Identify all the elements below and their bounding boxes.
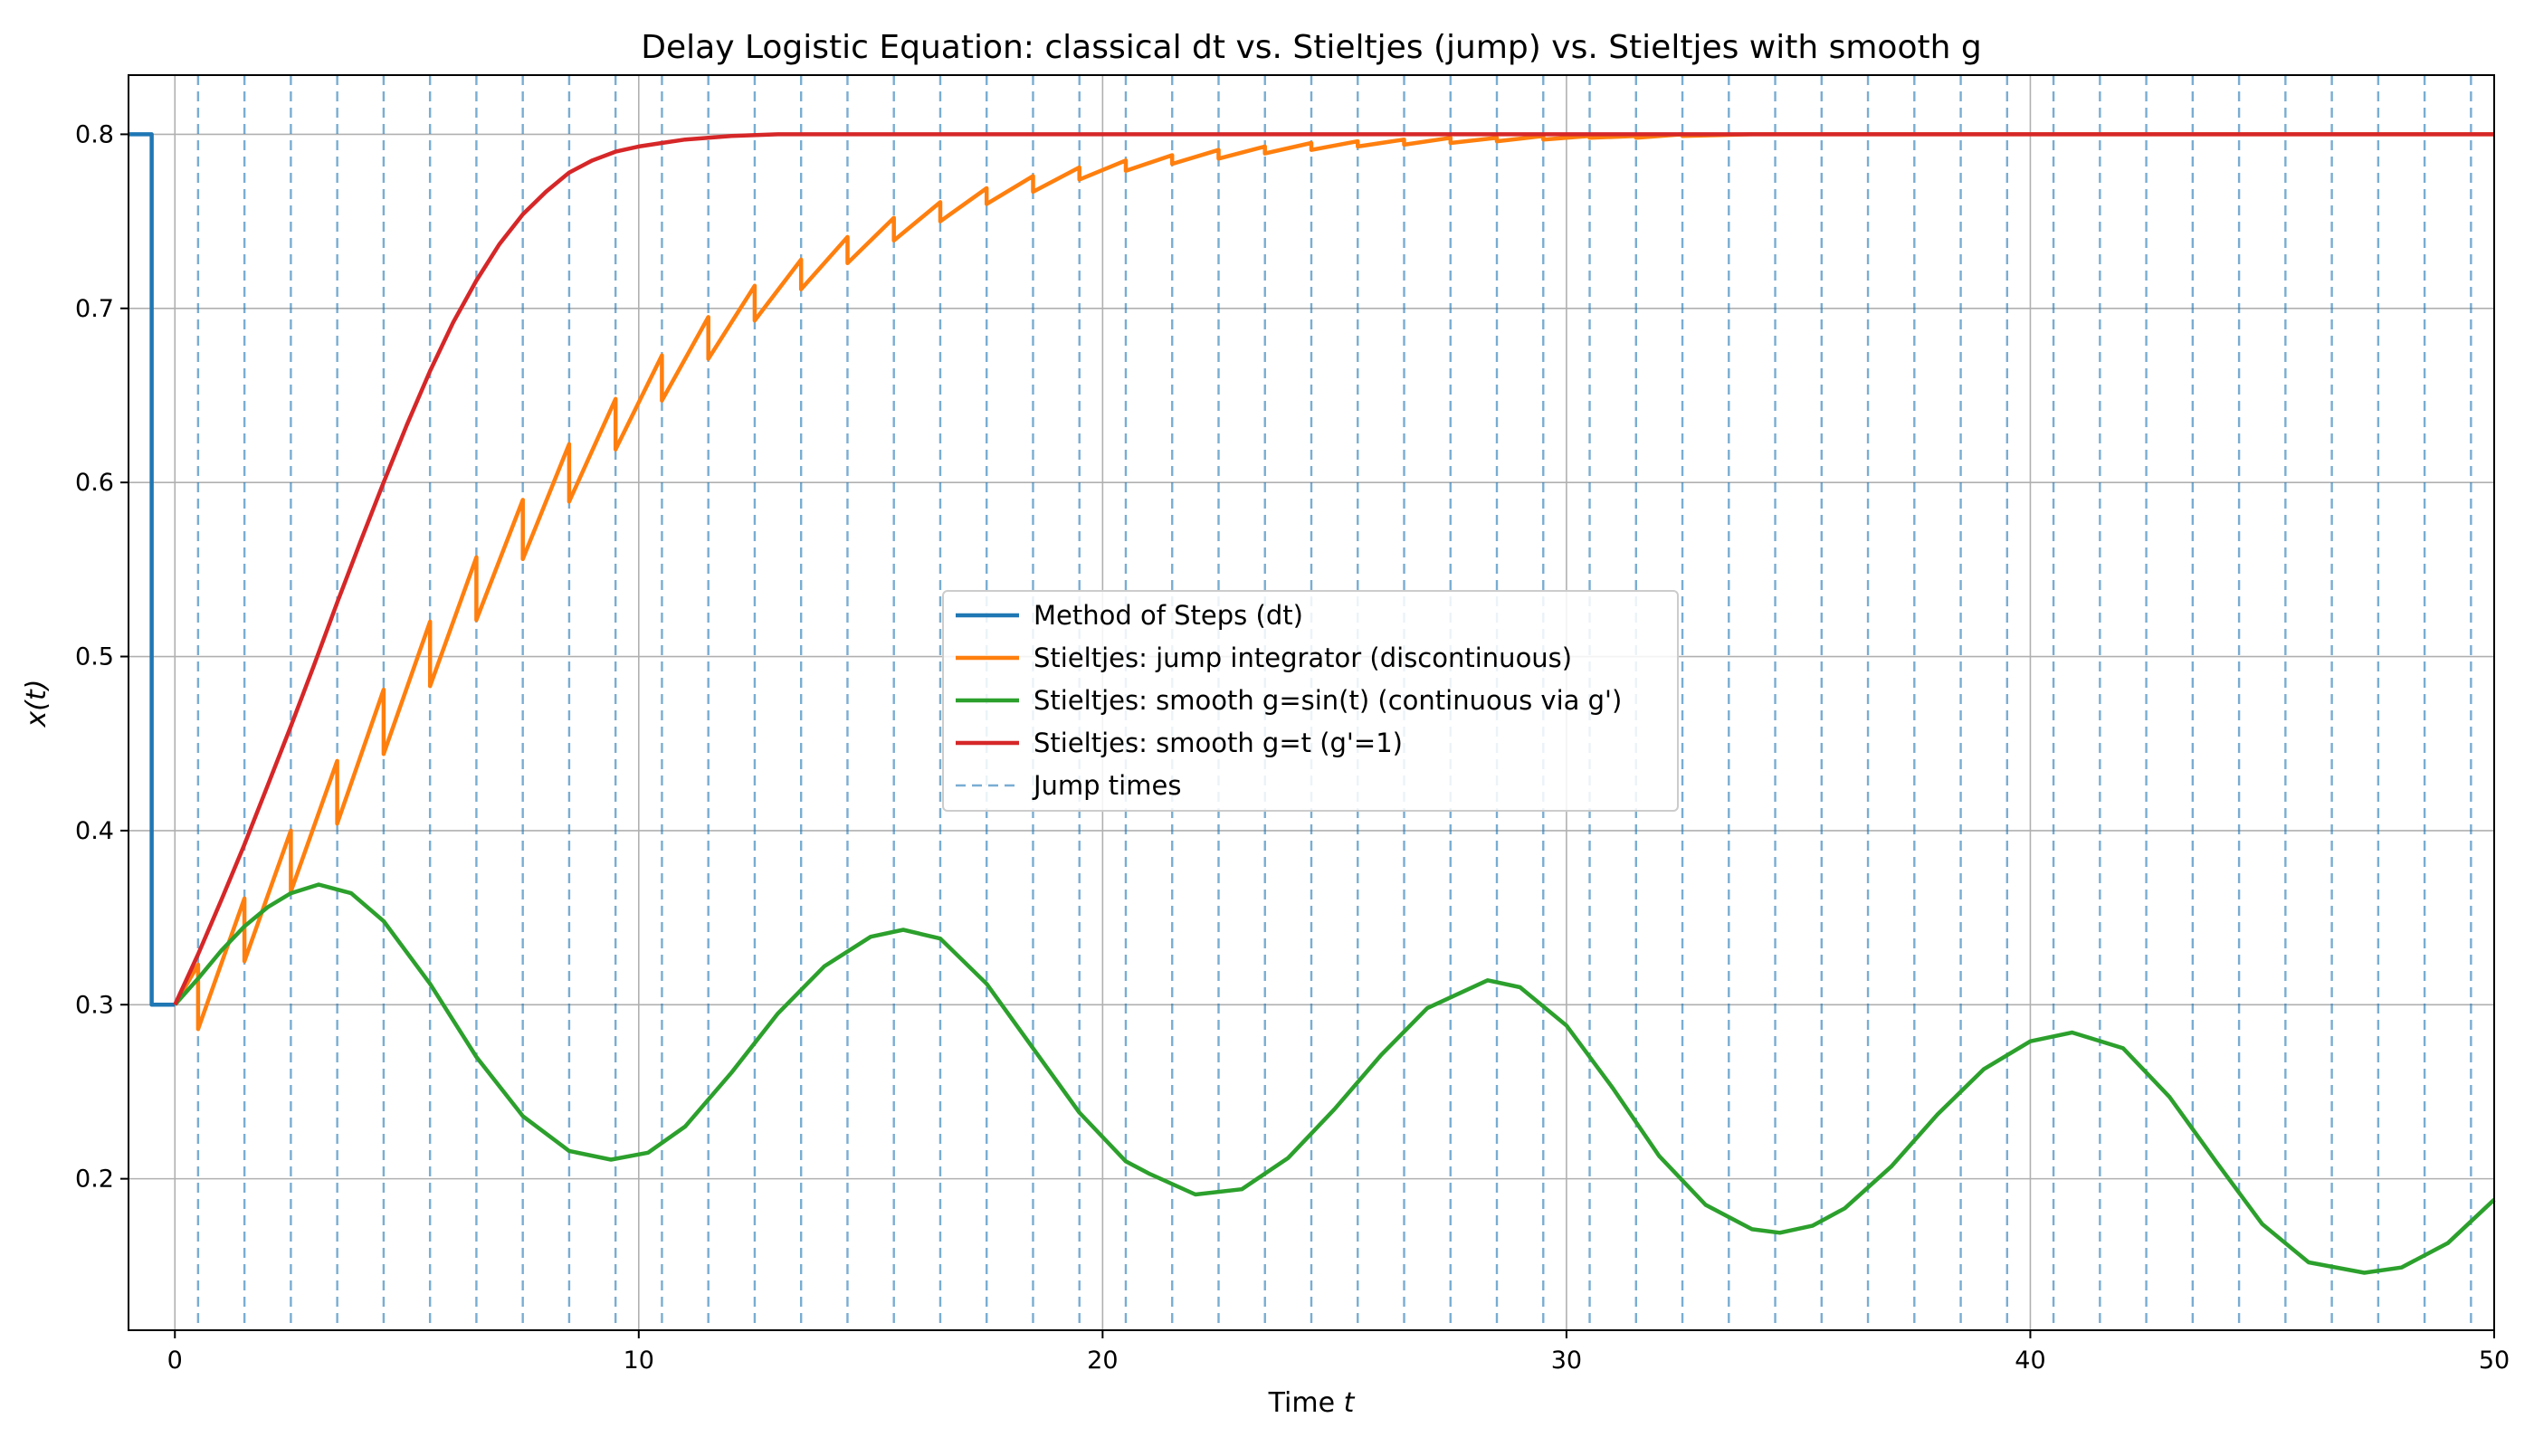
legend-label-method-of-steps-dt: Method of Steps (dt) xyxy=(1034,600,1303,631)
x-axis-label-var: t xyxy=(1344,1387,1356,1419)
y-tick-label: 0.6 xyxy=(75,469,114,497)
x-axis-ticks: 0 10 20 30 40 50 xyxy=(167,1330,2510,1375)
x-tick-label: 10 xyxy=(624,1347,654,1375)
y-tick-label: 0.5 xyxy=(75,643,114,671)
y-tick-label: 0.3 xyxy=(75,991,114,1019)
legend-label-stieltjes-jump-integrator-discontinuous: Stieltjes: jump integrator (discontinuou… xyxy=(1034,642,1572,673)
x-tick-label: 40 xyxy=(2015,1347,2045,1375)
legend-label-stieltjes-smooth-g-sin-t-continuous-via-g: Stieltjes: smooth g=sin(t) (continuous v… xyxy=(1034,685,1622,716)
legend: Method of Steps (dt) Stieltjes: jump inte… xyxy=(942,590,1679,812)
chart-title: Delay Logistic Equation: classical dt vs… xyxy=(641,29,1981,66)
data-series xyxy=(129,132,2496,1275)
series-line-stieltjes-smooth-g-t-g-1 xyxy=(173,132,2494,1006)
x-axis-label-text: Time xyxy=(1268,1387,1344,1419)
x-tick-label: 0 xyxy=(167,1347,183,1375)
legend-label-jump-times: Jump times xyxy=(1032,770,1181,801)
plot-frame xyxy=(128,74,2495,1331)
series-line-stieltjes-jump-integrator-discontinuous xyxy=(173,132,2494,1032)
x-tick-label: 20 xyxy=(1087,1347,1118,1375)
y-tick-label: 0.8 xyxy=(75,120,114,148)
x-tick-label: 30 xyxy=(1551,1347,1582,1375)
y-tick-label: 0.2 xyxy=(75,1166,114,1194)
y-tick-label: 0.4 xyxy=(75,817,114,845)
x-axis-label: Time t xyxy=(1268,1387,1356,1419)
series-line-stieltjes-smooth-g-sin-t-continuous-via-g xyxy=(173,882,2496,1275)
y-axis-ticks: 0.2 0.3 0.4 0.5 0.6 0.7 0.8 xyxy=(75,120,129,1194)
series-line-method-of-steps-dt xyxy=(129,132,176,1007)
y-tick-label: 0.7 xyxy=(75,295,114,323)
legend-label-stieltjes-smooth-g-t-g-1: Stieltjes: smooth g=t (g'=1) xyxy=(1034,728,1403,758)
legend-box xyxy=(942,590,1679,812)
y-axis-label: x(t) xyxy=(21,680,52,728)
x-tick-label: 50 xyxy=(2479,1347,2510,1375)
legend-entries: Method of Steps (dt) Stieltjes: jump inte… xyxy=(956,600,1622,801)
